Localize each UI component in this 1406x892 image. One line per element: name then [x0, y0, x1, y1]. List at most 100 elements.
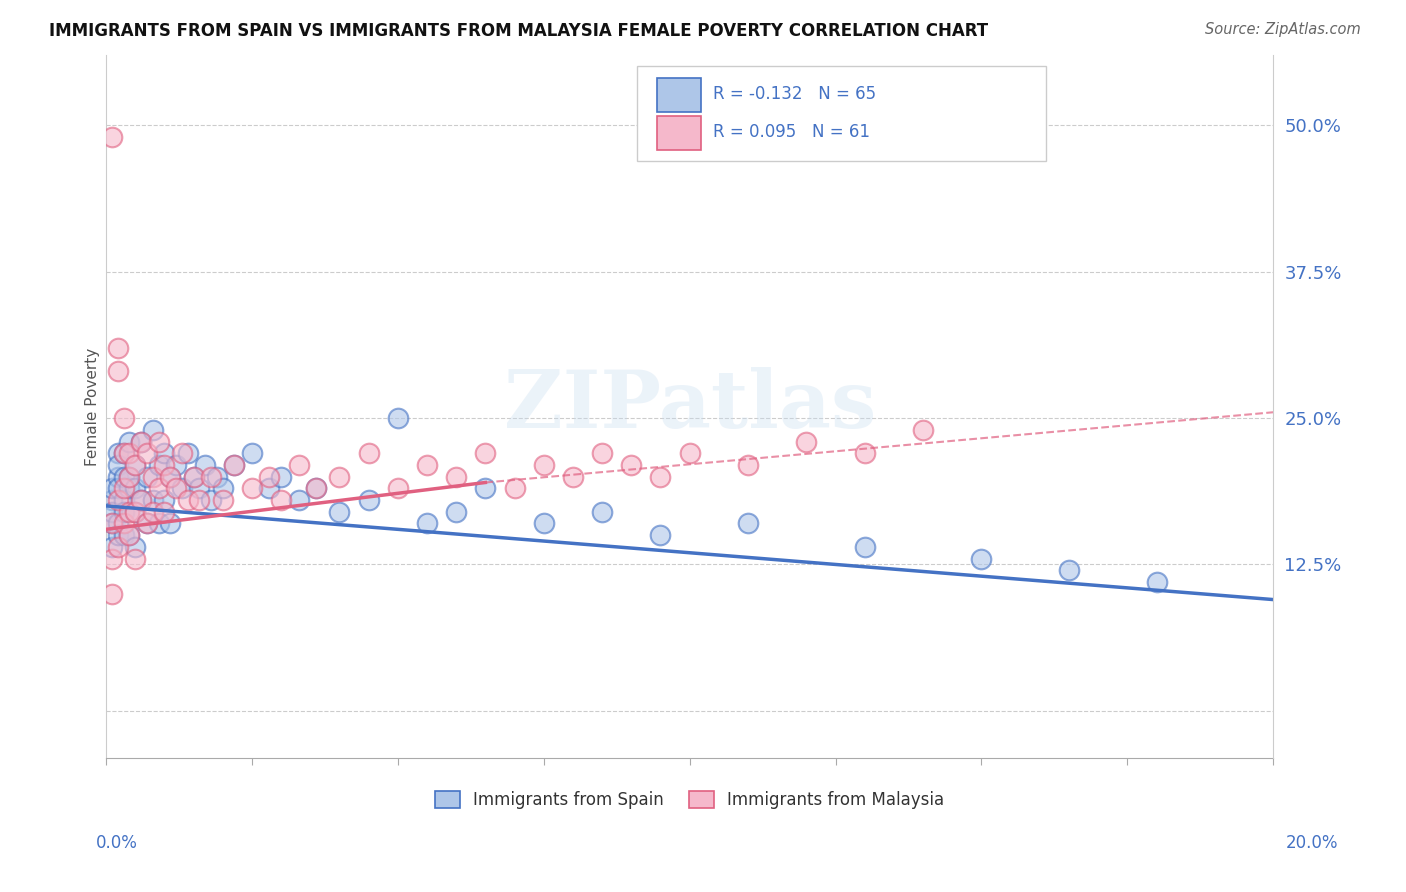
Point [112, 446, 135, 460]
Point [533, 458, 555, 472]
Point [107, 446, 129, 460]
Point [170, 446, 193, 460]
Point [259, 481, 281, 495]
Point [153, 458, 176, 472]
Point [737, 458, 759, 472]
Point [620, 458, 643, 472]
Point [177, 446, 200, 460]
Point [107, 481, 129, 495]
Point [107, 516, 129, 531]
Point [124, 505, 146, 519]
Point [124, 540, 146, 554]
Point [101, 481, 124, 495]
Point [101, 130, 124, 145]
Point [107, 469, 129, 483]
Point [416, 458, 439, 472]
Text: R = -0.132   N = 65: R = -0.132 N = 65 [713, 86, 876, 103]
Point [287, 493, 309, 508]
Text: 0.0%: 0.0% [96, 834, 138, 852]
Y-axis label: Female Poverty: Female Poverty [86, 347, 100, 466]
Point [124, 481, 146, 495]
Point [124, 505, 146, 519]
Point [194, 458, 217, 472]
Point [101, 516, 124, 531]
Point [112, 516, 135, 531]
Point [101, 587, 124, 601]
Point [305, 481, 328, 495]
Point [124, 458, 146, 472]
Point [305, 481, 328, 495]
Point [107, 364, 129, 378]
Point [124, 458, 146, 472]
Point [200, 469, 222, 483]
Point [107, 528, 129, 542]
Point [561, 469, 583, 483]
Point [118, 528, 141, 542]
Point [737, 516, 759, 531]
Point [188, 493, 211, 508]
Point [183, 469, 205, 483]
Point [107, 458, 129, 472]
Point [153, 446, 176, 460]
Point [124, 551, 146, 566]
Point [142, 505, 165, 519]
Text: ZIPatlas: ZIPatlas [503, 368, 876, 445]
Point [112, 446, 135, 460]
Point [135, 446, 157, 460]
Point [112, 505, 135, 519]
Point [591, 446, 613, 460]
Point [159, 516, 181, 531]
Point [1057, 563, 1080, 577]
Point [387, 481, 409, 495]
Point [129, 493, 152, 508]
Point [135, 516, 157, 531]
Point [328, 469, 350, 483]
Point [270, 469, 292, 483]
Point [259, 469, 281, 483]
Point [853, 446, 876, 460]
Point [970, 551, 993, 566]
Point [444, 469, 467, 483]
Point [148, 434, 170, 449]
Point [1146, 574, 1168, 589]
Point [912, 423, 935, 437]
Text: R = 0.095   N = 61: R = 0.095 N = 61 [713, 123, 870, 142]
Point [177, 493, 200, 508]
Point [853, 540, 876, 554]
Point [474, 446, 496, 460]
Point [188, 481, 211, 495]
Point [159, 469, 181, 483]
Point [148, 481, 170, 495]
Point [101, 551, 124, 566]
Point [118, 469, 141, 483]
Point [357, 493, 380, 508]
Point [142, 469, 165, 483]
Point [153, 505, 176, 519]
Point [118, 528, 141, 542]
Point [142, 423, 165, 437]
Point [129, 434, 152, 449]
Text: IMMIGRANTS FROM SPAIN VS IMMIGRANTS FROM MALAYSIA FEMALE POVERTY CORRELATION CHA: IMMIGRANTS FROM SPAIN VS IMMIGRANTS FROM… [49, 22, 988, 40]
Point [101, 540, 124, 554]
Point [416, 516, 439, 531]
Point [444, 505, 467, 519]
Point [112, 528, 135, 542]
Point [650, 528, 672, 542]
Point [129, 434, 152, 449]
Point [205, 469, 228, 483]
Point [107, 493, 129, 508]
Point [112, 493, 135, 508]
Point [118, 505, 141, 519]
Point [118, 481, 141, 495]
Text: 20.0%: 20.0% [1286, 834, 1339, 852]
Point [287, 458, 309, 472]
Point [112, 411, 135, 425]
Point [503, 481, 526, 495]
Point [112, 481, 135, 495]
Point [679, 446, 702, 460]
Point [153, 493, 176, 508]
Point [796, 434, 818, 449]
Point [101, 516, 124, 531]
Point [591, 505, 613, 519]
Bar [657, 78, 702, 112]
